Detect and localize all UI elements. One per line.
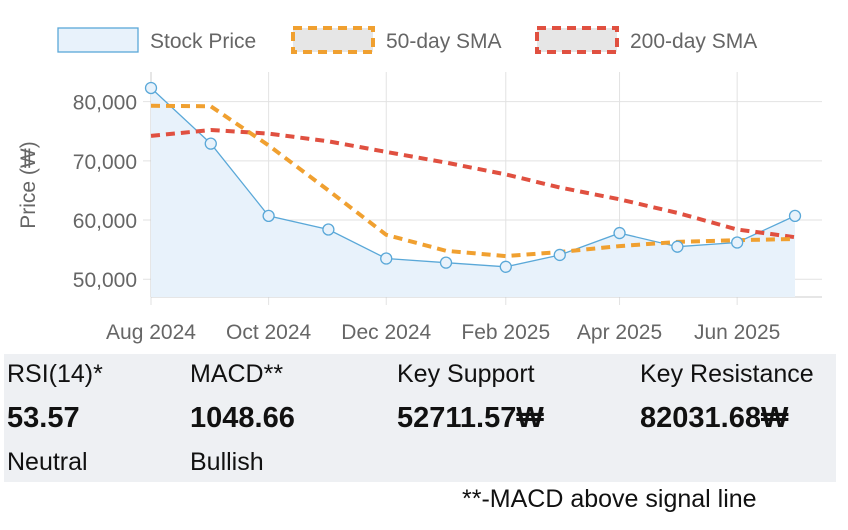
legend-swatch — [57, 27, 139, 53]
x-tick-label: Dec 2024 — [341, 321, 431, 344]
stock-price-line — [150, 87, 796, 268]
y-tick-label: 70,000 — [73, 151, 137, 174]
stat-value: 52711.57₩ — [397, 402, 544, 434]
legend-item[interactable]: 50-day SMA — [291, 26, 502, 54]
stock-price-point — [204, 137, 217, 150]
legend-swatch — [535, 26, 619, 54]
y-tick-label: 80,000 — [73, 92, 137, 115]
stock-price-point — [553, 248, 566, 262]
x-tick-label: Apr 2025 — [577, 321, 662, 344]
price-chart: Stock Price 50-day SMA 200-day SMA 50,000 6… — [17, 26, 822, 344]
legend-label: Stock Price — [150, 30, 256, 53]
stat-value: 53.57 — [7, 402, 80, 434]
stat-label: MACD** — [190, 360, 284, 388]
legend-label: 200-day SMA — [630, 30, 757, 53]
stock-price-point — [613, 226, 626, 240]
chart-legend[interactable]: Stock Price 50-day SMA 200-day SMA — [57, 26, 757, 54]
indicator-panel: RSI(14)* 53.57 Neutral MACD** 1048.66 Bu… — [4, 354, 836, 482]
legend-item[interactable]: 200-day SMA — [535, 26, 757, 54]
y-tick-label: 60,000 — [73, 210, 137, 233]
stock-price-point — [788, 209, 802, 223]
footnote: **-MACD above signal line — [462, 485, 757, 513]
stat-status: Neutral — [7, 448, 88, 476]
y-axis-title: Price (₩) — [17, 141, 40, 229]
x-tick-label: Feb 2025 — [461, 321, 550, 344]
stock-price-point — [144, 81, 158, 95]
plot-area — [144, 81, 802, 297]
stock-price-point — [731, 236, 744, 249]
x-axis: Aug 2024 Oct 2024 Dec 2024 Feb 2025 Apr 2025… — [106, 321, 780, 344]
stock-price-point — [439, 256, 453, 269]
x-tick-label: Oct 2024 — [226, 321, 312, 344]
sma200-line — [150, 127, 796, 240]
y-axis: 50,000 60,000 70,000 80,000 Price (₩) — [17, 92, 137, 293]
legend-item[interactable]: Stock Price — [57, 27, 256, 53]
stock-price-area — [151, 87, 796, 297]
stat-status: Bullish — [190, 448, 264, 476]
stat-label: RSI(14)* — [7, 360, 103, 388]
x-tick-label: Aug 2024 — [106, 321, 196, 344]
stat-value: 1048.66 — [190, 402, 295, 434]
stock-price-point — [380, 252, 393, 265]
stat-label: Key Resistance — [640, 360, 814, 388]
y-tick-label: 50,000 — [73, 269, 137, 292]
stock-price-point — [499, 260, 512, 273]
x-tick-label: Jun 2025 — [694, 321, 780, 344]
stat-value: 82031.68₩ — [640, 402, 789, 434]
legend-swatch — [291, 26, 375, 54]
stock-price-point — [671, 240, 684, 253]
stock-price-point — [262, 209, 275, 223]
legend-label: 50-day SMA — [386, 30, 502, 53]
stat-label: Key Support — [397, 360, 535, 388]
stock-price-point — [322, 223, 335, 236]
